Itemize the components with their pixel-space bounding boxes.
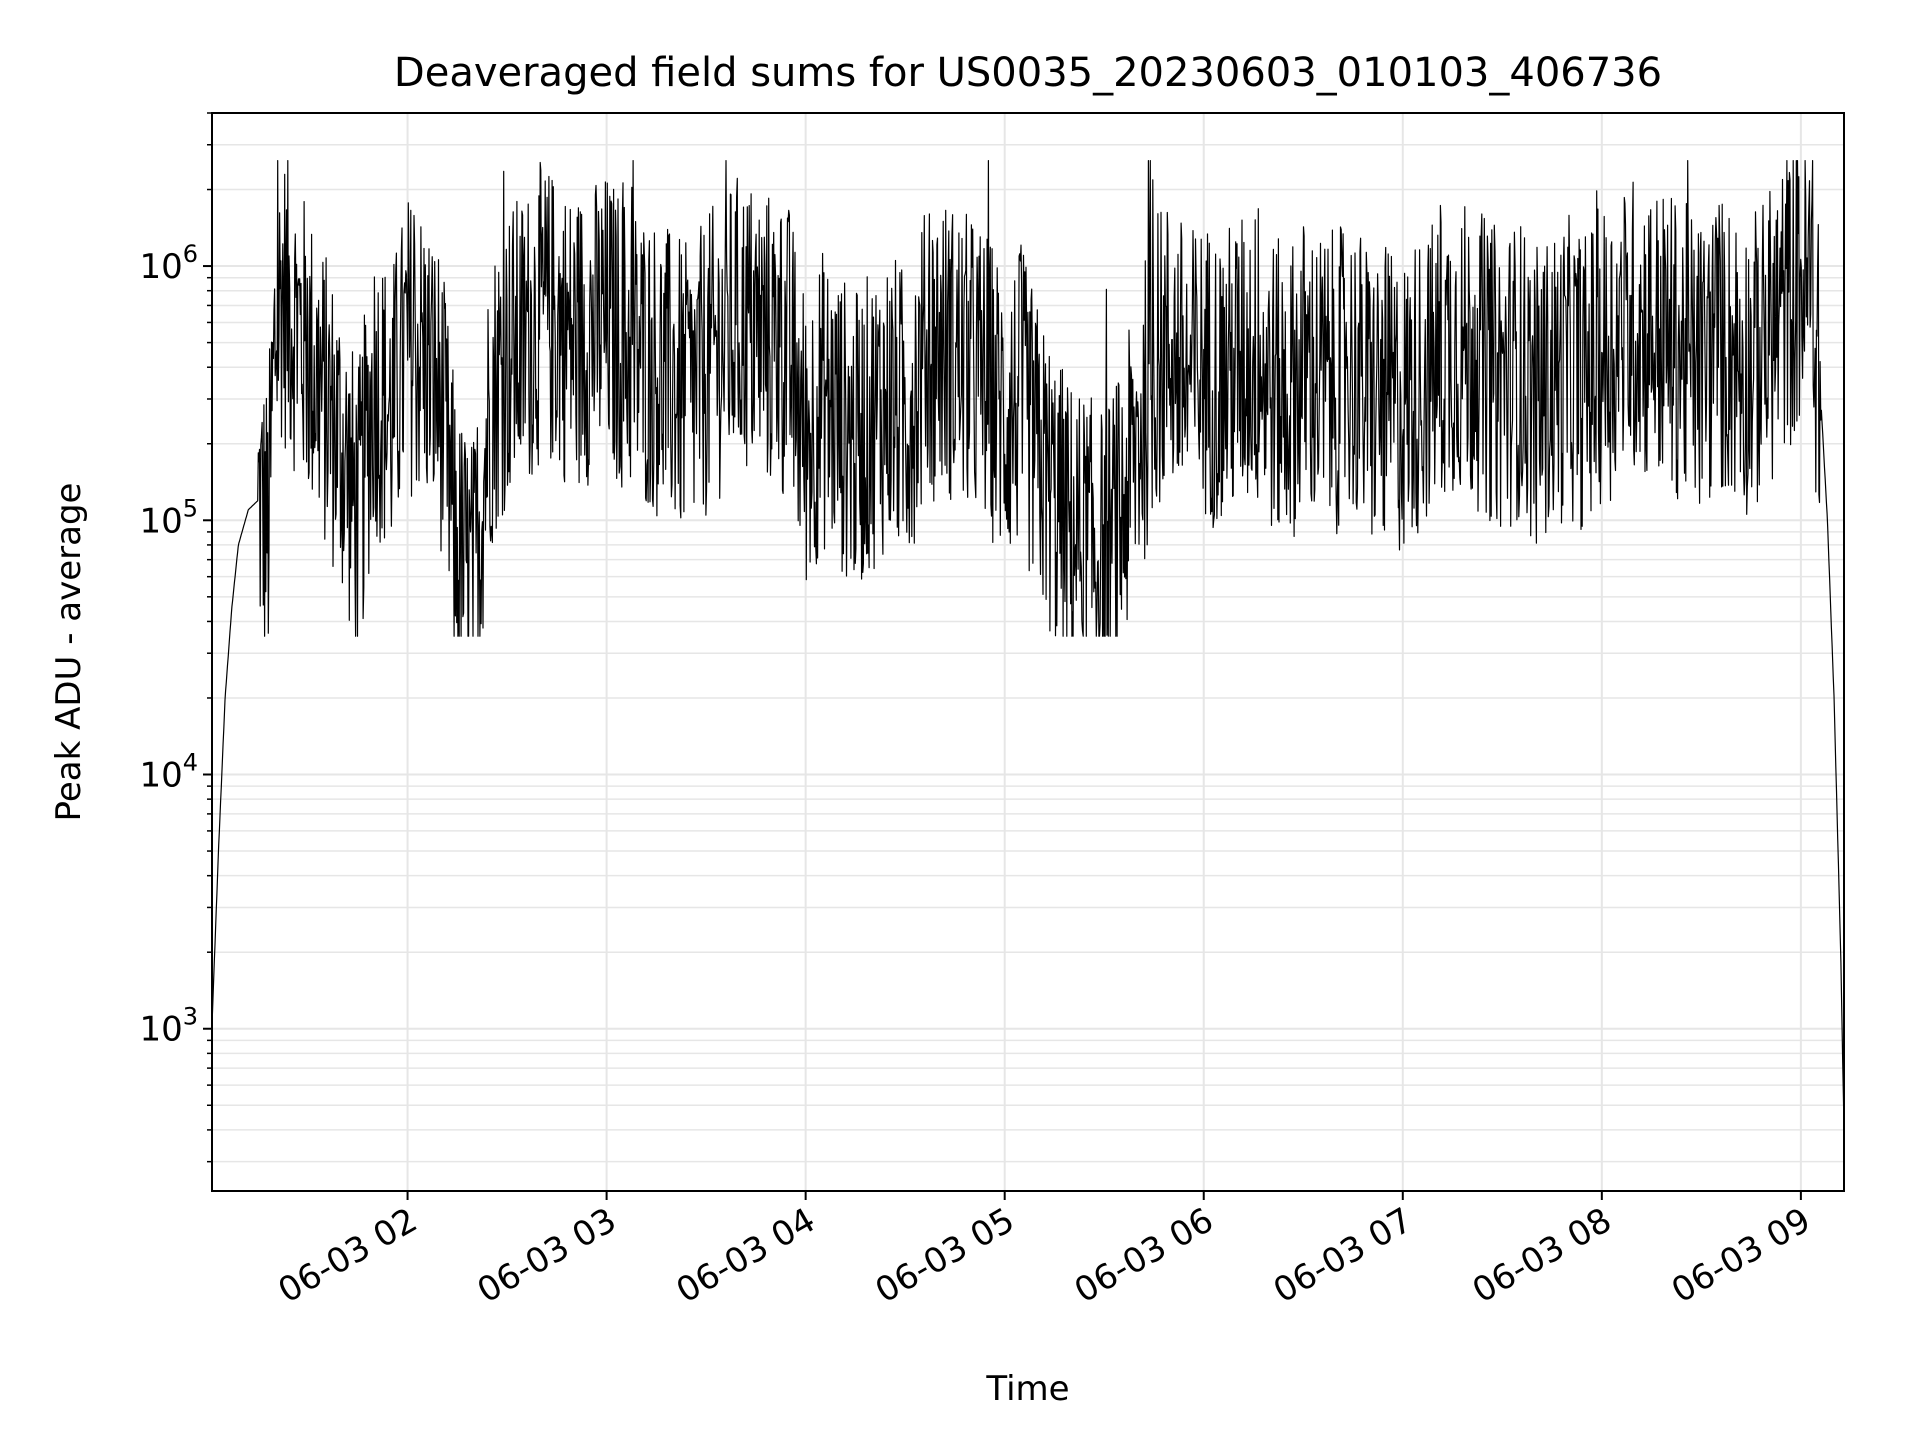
y-tick-exponent: 5 [183, 494, 198, 522]
y-tick-label: 105 [139, 494, 198, 541]
y-tick-label: 104 [139, 749, 198, 796]
y-tick-base: 10 [139, 247, 182, 287]
y-tick-label: 103 [139, 1003, 198, 1050]
y-axis-label: Peak ADU - average [49, 483, 89, 822]
y-tick-base: 10 [139, 501, 182, 541]
x-axis-label: Time [985, 1369, 1069, 1409]
y-tick-exponent: 3 [183, 1003, 198, 1031]
series-line [211, 160, 1845, 1130]
grid [207, 112, 1844, 1191]
y-tick-base: 10 [139, 1010, 182, 1050]
chart-title: Deaveraged field sums for US0035_2023060… [394, 50, 1662, 96]
y-tick-exponent: 4 [183, 749, 198, 777]
plot-frame [211, 112, 1845, 1192]
y-tick-exponent: 6 [183, 240, 198, 268]
y-tick-label: 106 [139, 240, 198, 287]
y-tick-base: 10 [139, 756, 182, 796]
plot-line [211, 160, 1845, 1130]
